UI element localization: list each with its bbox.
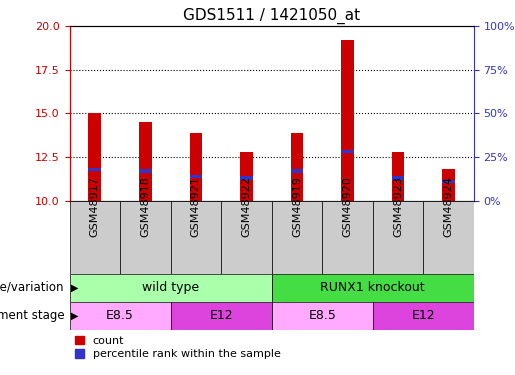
Text: GSM48921: GSM48921 <box>191 176 201 237</box>
Bar <box>70 274 272 302</box>
Text: ▶: ▶ <box>71 283 78 293</box>
Text: GSM48918: GSM48918 <box>140 176 150 237</box>
Bar <box>70 302 170 330</box>
Text: GSM48917: GSM48917 <box>90 176 100 237</box>
Bar <box>139 170 151 172</box>
Text: E8.5: E8.5 <box>106 309 134 322</box>
Bar <box>221 201 272 274</box>
Bar <box>70 201 120 274</box>
Text: RUNX1 knockout: RUNX1 knockout <box>320 281 425 294</box>
Bar <box>341 40 354 201</box>
Legend: count, percentile rank within the sample: count, percentile rank within the sample <box>75 336 281 359</box>
Bar <box>170 302 272 330</box>
Bar <box>290 170 303 172</box>
Bar <box>373 302 474 330</box>
Title: GDS1511 / 1421050_at: GDS1511 / 1421050_at <box>183 7 360 24</box>
Bar <box>272 274 474 302</box>
Text: GSM48922: GSM48922 <box>242 176 251 237</box>
Bar <box>190 133 202 201</box>
Bar <box>442 180 455 183</box>
Bar <box>139 122 151 201</box>
Bar <box>272 201 322 274</box>
Bar <box>442 169 455 201</box>
Text: ▶: ▶ <box>71 311 78 321</box>
Text: GSM48924: GSM48924 <box>443 176 454 237</box>
Bar <box>272 302 373 330</box>
Text: E8.5: E8.5 <box>308 309 336 322</box>
Text: GSM48920: GSM48920 <box>342 176 352 237</box>
Bar <box>89 113 101 201</box>
Text: GSM48923: GSM48923 <box>393 176 403 237</box>
Bar <box>170 201 221 274</box>
Bar <box>290 133 303 201</box>
Bar <box>373 201 423 274</box>
Text: E12: E12 <box>209 309 233 322</box>
Bar <box>89 168 101 171</box>
Bar <box>120 201 170 274</box>
Bar <box>322 201 373 274</box>
Text: genotype/variation: genotype/variation <box>0 281 64 294</box>
Text: GSM48919: GSM48919 <box>292 176 302 237</box>
Bar <box>423 201 474 274</box>
Bar <box>240 152 253 201</box>
Bar <box>392 152 404 201</box>
Bar <box>190 175 202 178</box>
Bar <box>392 176 404 180</box>
Text: development stage: development stage <box>0 309 64 322</box>
Bar <box>341 150 354 153</box>
Text: wild type: wild type <box>142 281 199 294</box>
Text: E12: E12 <box>411 309 435 322</box>
Bar <box>240 176 253 180</box>
